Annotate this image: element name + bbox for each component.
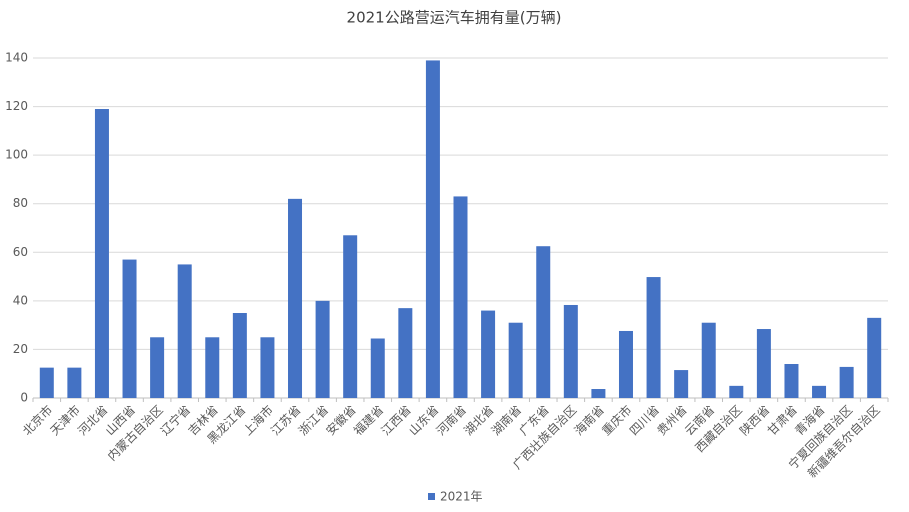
- y-tick-label: 20: [13, 342, 28, 356]
- bar: [646, 277, 661, 398]
- x-tick-label: 甘肃省: [765, 403, 800, 438]
- bar: [812, 385, 827, 398]
- bar: [315, 300, 330, 398]
- bar: [701, 322, 716, 398]
- y-tick-label: 140: [5, 51, 28, 65]
- bar: [232, 313, 247, 398]
- bar: [563, 304, 578, 398]
- x-tick-label: 安徽省: [323, 402, 359, 438]
- bar: [508, 322, 523, 398]
- bar: [867, 317, 882, 398]
- x-tick-label: 山东省: [406, 403, 441, 438]
- x-tick-label: 江苏省: [268, 403, 303, 438]
- bar: [67, 367, 82, 398]
- bar: [205, 337, 220, 398]
- x-tick-label: 重庆市: [599, 402, 635, 438]
- bar: [370, 338, 385, 398]
- x-tick-label: 湖北省: [461, 402, 497, 438]
- x-tick-label: 海南省: [571, 402, 607, 438]
- y-tick-label: 120: [5, 99, 28, 113]
- bar: [122, 259, 137, 398]
- legend-swatch: [428, 493, 435, 500]
- x-tick-label: 辽宁省: [157, 402, 193, 438]
- x-tick-label: 天津市: [47, 402, 83, 438]
- bar: [618, 330, 633, 398]
- bar: [94, 109, 109, 398]
- chart-title: 2021公路营运汽车拥有量(万辆): [347, 9, 562, 27]
- y-tick-label: 0: [20, 391, 28, 405]
- legend-label: 2021年: [440, 490, 483, 504]
- bar: [288, 198, 303, 398]
- bar: [839, 366, 854, 398]
- x-tick-label: 上海市: [240, 402, 276, 438]
- y-tick-label: 100: [5, 148, 28, 162]
- x-tick-label: 福建省: [350, 402, 386, 438]
- bar: [343, 235, 358, 398]
- bar: [453, 196, 468, 398]
- bar: [784, 364, 799, 398]
- x-tick-label: 河北省: [75, 403, 110, 438]
- bar: [481, 310, 496, 398]
- x-tick-label: 河南省: [433, 402, 469, 438]
- bar: [260, 337, 275, 398]
- bar: [674, 370, 689, 398]
- bar: [425, 60, 440, 399]
- bar: [756, 329, 771, 398]
- x-tick-label: 浙江省: [296, 403, 331, 438]
- x-tick-label: 陕西省: [736, 402, 772, 438]
- y-tick-label: 40: [13, 293, 28, 307]
- y-tick-label: 60: [13, 245, 28, 259]
- bar: [729, 385, 744, 398]
- bar: [39, 367, 54, 398]
- x-tick-label: 江西省: [379, 403, 414, 438]
- x-tick-label: 四川省: [627, 403, 662, 438]
- bar: [536, 246, 551, 398]
- bar: [398, 308, 413, 398]
- y-tick-label: 80: [13, 196, 28, 210]
- bar: [177, 264, 192, 398]
- x-tick-label: 湖南省: [488, 402, 524, 438]
- x-tick-label: 北京市: [19, 402, 55, 438]
- bar: [150, 337, 165, 398]
- bar: [591, 389, 606, 398]
- x-tick-label: 贵州省: [654, 403, 689, 438]
